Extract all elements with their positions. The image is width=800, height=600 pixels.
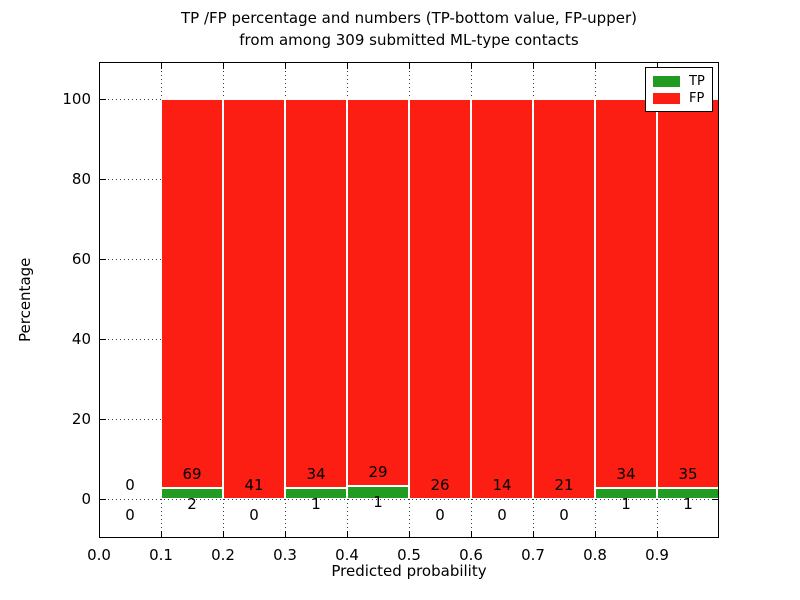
bar-segment-tp (161, 487, 223, 499)
tp-count-label: 0 (125, 506, 135, 524)
fp-count-label: 29 (368, 462, 388, 481)
tp-legend-label: TP (689, 74, 705, 89)
x-tick-bottom (594, 531, 596, 537)
tp-count-label: 1 (683, 494, 693, 513)
bar-segment-fp (409, 99, 471, 499)
y-tick-label: 20 (71, 410, 91, 428)
tp-count-label: 0 (249, 506, 259, 524)
fp-count-label: 35 (678, 464, 698, 483)
x-tick-label: 0.5 (397, 546, 421, 564)
y-tick-label: 0 (81, 490, 91, 508)
legend-row-fp: FP (653, 90, 712, 107)
x-tick-bottom (160, 531, 162, 537)
legend-row-tp: TP (653, 73, 712, 90)
x-tick-top (532, 63, 534, 69)
plot-area: TP FP 0 20 40 60 80 100 0.0 0.1 0.2 0.3 0.4 0.5 0.6 0… (62, 62, 719, 564)
fp-count-label: 41 (244, 476, 264, 494)
x-tick-label: 0.9 (645, 546, 669, 564)
y-tick-left (100, 98, 106, 100)
y-tick-label: 100 (62, 90, 91, 108)
bar-segment-tp (595, 487, 657, 499)
fp-legend-label: FP (689, 91, 705, 106)
y-tick-left (100, 338, 106, 340)
chart-title-line1: TP /FP percentage and numbers (TP-bottom… (181, 9, 637, 27)
fp-count-label: 34 (306, 464, 326, 483)
tp-count-label: 0 (435, 506, 445, 524)
x-tick-label: 0.8 (583, 546, 607, 564)
x-tick-label: 0.3 (273, 546, 297, 564)
x-tick-bottom (408, 531, 410, 537)
fp-count-label: 26 (430, 476, 450, 494)
fp-count-label: 34 (616, 464, 636, 483)
fp-count-label: 69 (182, 464, 202, 483)
x-tick-label: 0.6 (459, 546, 483, 564)
bar-segment-fp (161, 99, 223, 488)
tp-count-label: 1 (373, 492, 383, 511)
tp-count-label: 1 (621, 494, 631, 513)
bottom-spine (99, 537, 719, 538)
fp-count-label: 0 (125, 476, 135, 494)
y-tick-left (100, 418, 106, 420)
bar-segment-tp (347, 485, 409, 499)
bar-segment-fp (595, 99, 657, 488)
x-tick-label: 0.7 (521, 546, 545, 564)
x-tick-top (408, 63, 410, 69)
x-tick-top (284, 63, 286, 69)
top-spine (99, 62, 719, 63)
x-tick-top (594, 63, 596, 69)
right-spine (718, 62, 719, 538)
tp-legend-swatch (653, 76, 680, 87)
x-tick-top (470, 63, 472, 69)
chart-title: TP /FP percentage and numbers (TP-bottom… (99, 7, 719, 51)
x-tick-bottom (346, 531, 348, 537)
bar-segment-tp (285, 487, 347, 499)
x-tick-top (160, 63, 162, 69)
x-tick-top (222, 63, 224, 69)
x-tick-label: 0.1 (149, 546, 173, 564)
left-spine (99, 62, 100, 538)
x-tick-label: 0.4 (335, 546, 359, 564)
x-tick-bottom (222, 531, 224, 537)
y-tick-left (100, 258, 106, 260)
bar-segment-fp (533, 99, 595, 499)
x-tick-top (656, 63, 658, 69)
fp-legend-swatch (653, 93, 680, 104)
x-tick-bottom (656, 531, 658, 537)
x-tick-bottom (470, 531, 472, 537)
tp-count-label: 0 (497, 506, 507, 524)
x-axis-label: Predicted probability (331, 562, 487, 580)
legend: TP FP (645, 67, 713, 112)
y-tick-label: 60 (71, 250, 91, 268)
x-tick-bottom (284, 531, 286, 537)
y-tick-left (100, 498, 106, 500)
bar-segment-fp (285, 99, 347, 488)
y-axis-label: Percentage (16, 257, 34, 343)
x-tick-label: 0.0 (87, 546, 111, 564)
x-tick-label: 0.2 (211, 546, 235, 564)
bar-segment-fp (223, 99, 285, 499)
tp-count-label: 2 (187, 494, 197, 513)
tp-count-label: 0 (559, 506, 569, 524)
y-tick-label: 40 (71, 330, 91, 348)
bar-segment-fp (657, 99, 719, 488)
chart-title-line2: from among 309 submitted ML-type contact… (239, 31, 579, 49)
fp-count-label: 21 (554, 476, 574, 494)
bar-segment-fp (347, 99, 409, 486)
x-tick-top (346, 63, 348, 69)
x-tick-bottom (532, 531, 534, 537)
y-tick-label: 80 (71, 170, 91, 188)
tp-count-label: 1 (311, 494, 321, 513)
fp-count-label: 14 (492, 476, 512, 494)
bar-segment-fp (471, 99, 533, 499)
y-tick-right (712, 498, 718, 500)
y-tick-left (100, 178, 106, 180)
